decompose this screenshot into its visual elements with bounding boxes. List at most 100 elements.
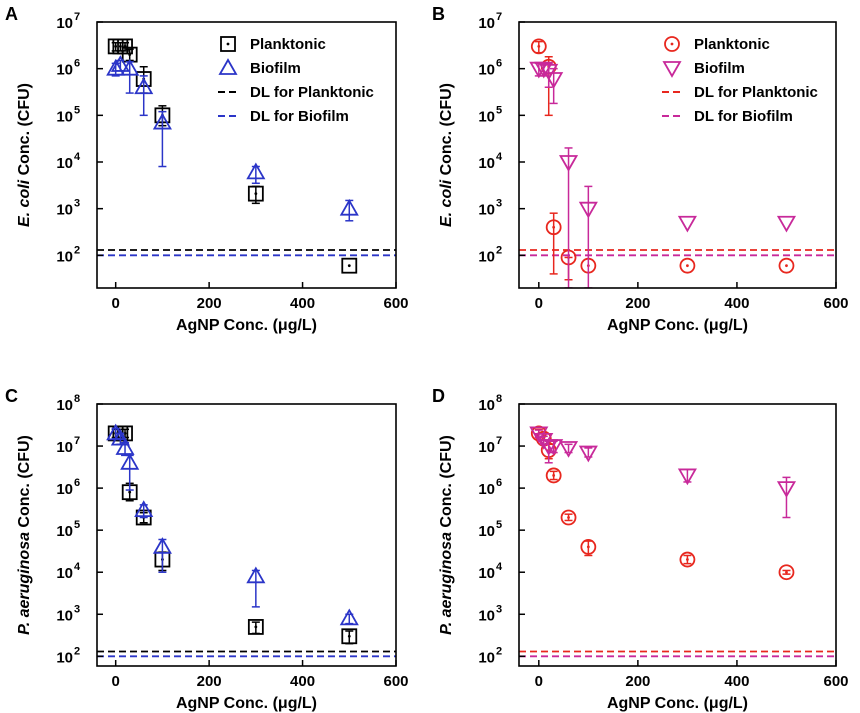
y-tick-exponent: 6	[496, 58, 502, 70]
planktonic-point-3-center-dot	[552, 474, 556, 477]
planktonic-point-6-center-dot	[254, 192, 258, 196]
legend-biofilm-swatch	[218, 58, 238, 75]
y-tick-label: 10	[478, 248, 495, 265]
biofilm-point-3	[544, 439, 564, 456]
y-tick-label: 10	[56, 649, 73, 666]
biofilm-point-2	[120, 58, 140, 76]
y-tick-exponent: 6	[74, 477, 80, 489]
x-tick-label: 0	[112, 295, 120, 312]
panel-letter-d: D	[432, 386, 445, 406]
y-tick-exponent: 2	[74, 244, 80, 256]
planktonic-point-2	[545, 219, 562, 236]
x-axis-title: AgNP Conc. (μg/L)	[607, 317, 748, 334]
planktonic-point-7-center-dot	[785, 570, 788, 574]
legend: Planktonic Biofilm DL for Planktonic DL for…	[218, 36, 374, 125]
y-tick-exponent: 3	[496, 603, 502, 615]
y-tick-exponent: 7	[496, 435, 502, 447]
detection-limit-lines	[519, 249, 836, 257]
y-tick-exponent: 2	[496, 645, 502, 657]
y-tick-label: 10	[56, 607, 73, 624]
y-tick-exponent: 4	[74, 561, 81, 573]
planktonic-point-1-center-dot	[118, 45, 122, 48]
y-tick-exponent: 2	[74, 645, 80, 657]
planktonic-point-5	[580, 538, 597, 555]
biofilm-point-2	[115, 438, 135, 455]
x-tick-label: 400	[724, 673, 749, 690]
series-biofilm	[106, 423, 359, 626]
series-planktonic	[530, 425, 795, 581]
x-tick-label: 0	[112, 673, 120, 690]
biofilm-point-3	[544, 72, 564, 89]
biofilm-point-4	[558, 155, 579, 172]
x-axis-title: AgNP Conc. (μg/L)	[176, 317, 317, 334]
x-tick-label: 0	[535, 295, 543, 312]
y-tick-label: 10	[478, 481, 495, 498]
legend-biofilm-swatch	[662, 61, 682, 78]
y-tick-exponent: 6	[496, 477, 502, 489]
y-tick-exponent: 3	[74, 603, 80, 615]
planktonic-point-6-center-dot	[686, 558, 689, 561]
y-tick-label: 10	[478, 523, 495, 540]
biofilm-point-6	[677, 468, 697, 486]
y-axis-title: P. aeruginosa Conc. (CFU)	[16, 435, 33, 635]
plot-frame	[518, 403, 837, 667]
y-tick-exponent: 7	[74, 11, 80, 23]
biofilm-point-4	[558, 441, 579, 458]
y-axis-title: E. coli Conc. (CFU)	[16, 83, 33, 227]
planktonic-point-7-center-dot	[347, 264, 351, 268]
planktonic-point-3	[545, 467, 562, 484]
biofilm-point-7	[776, 215, 797, 233]
y-tick-exponent: 4	[74, 151, 81, 163]
planktonic-point-7	[778, 564, 795, 581]
y-axis-species: P. aeruginosa	[16, 532, 33, 635]
y-tick-label: 10	[478, 565, 495, 582]
planktonic-point-0	[530, 38, 547, 55]
biofilm-point-6	[677, 215, 697, 233]
y-axis-title: P. aeruginosa Conc. (CFU)	[438, 435, 455, 635]
x-tick-label: 200	[625, 673, 650, 690]
y-axis-unit: Conc. (CFU)	[438, 83, 455, 180]
legend-planktonic-swatch	[220, 36, 236, 52]
biofilm-point-1	[110, 428, 130, 446]
series-biofilm	[529, 61, 797, 288]
planktonic-point-5-center-dot	[586, 545, 590, 549]
legend-planktonic-label: Planktonic	[694, 36, 770, 53]
biofilm-point-5	[152, 537, 172, 554]
legend-dl-for-planktonic-label: DL for Planktonic	[694, 84, 818, 101]
biofilm-point-3	[134, 77, 154, 95]
legend-planktonic-swatch-center-dot	[670, 42, 674, 46]
planktonic-point-2	[117, 38, 133, 55]
y-axis-species: E. coli	[16, 179, 33, 227]
y-tick-exponent: 5	[74, 104, 80, 116]
x-tick-label: 600	[823, 673, 848, 690]
y-tick-exponent: 3	[496, 198, 502, 210]
detection-limit-lines	[97, 650, 396, 658]
y-tick-label: 10	[56, 523, 73, 540]
y-tick-label: 10	[56, 481, 73, 498]
panel-letter-a: A	[5, 4, 18, 24]
y-tick-exponent: 4	[496, 561, 503, 573]
x-tick-label: 200	[625, 295, 650, 312]
legend-biofilm-label: Biofilm	[250, 60, 301, 77]
planktonic-point-0-center-dot	[537, 45, 541, 48]
x-tick-label: 600	[823, 295, 848, 312]
planktonic-point-6	[247, 185, 264, 202]
y-tick-label: 10	[56, 62, 73, 79]
planktonic-point-2-center-dot	[552, 225, 556, 229]
series-biofilm	[529, 426, 797, 519]
y-tick-label: 10	[478, 62, 495, 79]
y-tick-exponent: 5	[74, 519, 80, 531]
legend-biofilm-label: Biofilm	[694, 60, 745, 77]
planktonic-point-4	[560, 509, 577, 526]
detection-limit-lines	[97, 249, 396, 257]
y-tick-exponent: 5	[496, 519, 502, 531]
y-axis-species: P. aeruginosa	[438, 532, 455, 635]
planktonic-point-4-center-dot	[567, 516, 570, 519]
plot-frame	[96, 403, 397, 667]
y-tick-exponent: 2	[496, 244, 502, 256]
x-tick-label: 200	[197, 295, 222, 312]
detection-limit-lines	[519, 650, 836, 658]
biofilm-point-1	[110, 55, 130, 72]
x-tick-label: 400	[290, 295, 315, 312]
